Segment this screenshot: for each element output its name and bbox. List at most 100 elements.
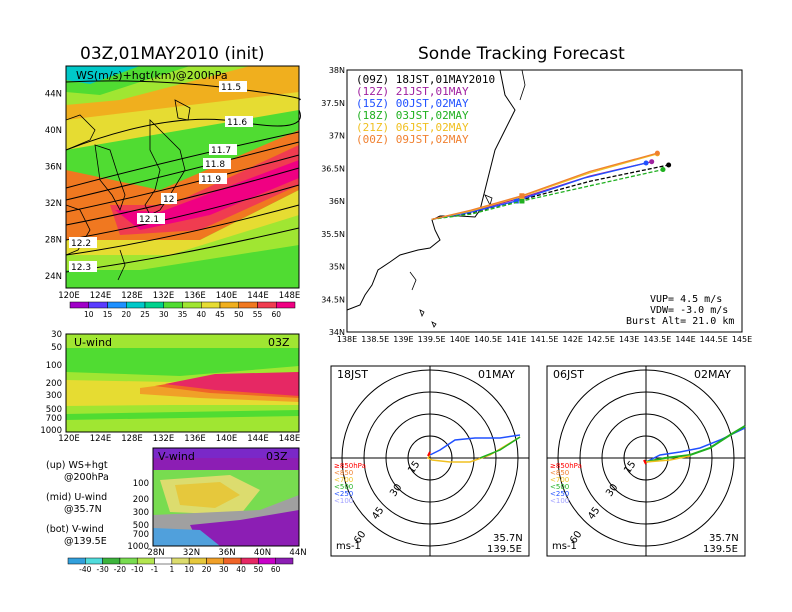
ws-y-tick: 36N [45, 163, 62, 173]
hodo2-date: 02MAY [694, 368, 731, 381]
contour-label: 11.6 [227, 118, 247, 128]
v-colorbar-tick: 20 [202, 565, 212, 574]
v-panel-time: 03Z [266, 450, 288, 463]
note-mid-head: (mid) U-wind [46, 492, 108, 503]
track-burst-marker [513, 198, 519, 204]
track-x-tick: 140.5E [474, 335, 502, 344]
u-x-tick: 136E [184, 434, 206, 444]
right-title: Sonde Tracking Forecast [418, 44, 625, 64]
v-colorbar-segment [223, 557, 242, 565]
track-x-tick: 145E [732, 335, 752, 344]
ws-panel-title: WS(m/s)+hgt(km)@200hPa [76, 69, 228, 82]
ws-colorbar-segment [107, 301, 127, 309]
track-y-tick: 37N [329, 132, 345, 141]
v-x-tick: 40N [254, 548, 271, 558]
v-x-tick: 44N [289, 548, 306, 558]
v-y-tick: 700 [133, 530, 149, 540]
contour-label-bg [69, 261, 97, 272]
v-colorbar-tick: 60 [271, 565, 281, 574]
track-x-tick: 141.5E [531, 335, 559, 344]
v-colorbar-tick: -40 [79, 565, 91, 574]
v-y-tick: 300 [133, 508, 149, 518]
ws-colorbar: 10 15 20 25 30 35 40 45 50 55 60 [69, 301, 296, 319]
v-colorbar-tick: -10 [131, 565, 143, 574]
hodograph-2 [546, 365, 746, 557]
v-colorbar-tick: 1 [169, 565, 174, 574]
contour-label: 11.7 [211, 146, 231, 156]
contour-label-bg [225, 116, 253, 127]
ws-colorbar-segment [163, 301, 183, 309]
track-legend-entry: (00Z) 09JST,02MAY [356, 133, 469, 146]
ws-y-tick: 32N [45, 199, 62, 209]
ws-colorbar-segment [238, 301, 258, 309]
u-wind-section [65, 333, 300, 433]
left-title: 03Z,01MAY2010 (init) [80, 44, 265, 64]
v-colorbar-segment [102, 557, 121, 565]
hodo-legend-entry: <250 [334, 490, 354, 498]
track-legend-entry: (18Z) 03JST,02MAY [356, 109, 469, 122]
v-colorbar-segment [240, 557, 259, 565]
u-x-tick: 148E [279, 434, 301, 444]
track-y-tick: 36N [329, 197, 345, 206]
ws-contour-labels: 11.5 11.6 11.7 11.8 11.9 12 12.1 12.2 12.3 [69, 81, 253, 273]
track-series [431, 150, 672, 220]
ws-colorbar-tick: 40 [196, 310, 206, 319]
track-y-tick: 35N [329, 263, 345, 272]
contour-label-bg [69, 237, 97, 248]
v-colorbar-tick: -20 [114, 565, 126, 574]
hodo-legend-entry: <100 [550, 497, 570, 505]
u-x-ticks: 120E 124E 128E 132E 136E 140E 144E 148E [58, 434, 300, 444]
contour-label-bg [219, 81, 247, 92]
u-x-tick: 140E [216, 434, 238, 444]
note-up-sub: @200hPa [64, 472, 109, 483]
u-x-tick: 144E [247, 434, 269, 444]
track-legend-entry: (21Z) 06JST,02MAY [356, 121, 469, 134]
hodo-legend-entry: <850 [550, 469, 570, 477]
v-panel-title: V-wind [158, 450, 195, 463]
v-colorbar-segment [206, 557, 225, 565]
track-x-tick: 143.5E [643, 335, 671, 344]
track-legend-entry: (15Z) 00JST,02MAY [356, 97, 469, 110]
track-x-tick: 138.5E [361, 335, 389, 344]
ws-x-tick: 144E [247, 291, 269, 301]
track-burst-marker [519, 193, 525, 199]
ws-colorbar-tick: 25 [140, 310, 150, 319]
v-colorbar-tick: -30 [96, 565, 108, 574]
v-colorbar-segment [258, 557, 276, 565]
contour-label-bg [137, 213, 165, 224]
track-x-tick: 138E [337, 335, 357, 344]
v-colorbar-segment [119, 557, 138, 565]
v-colorbar-segment [275, 557, 294, 565]
v-colorbar-segment [85, 557, 103, 565]
hodograph-1 [330, 365, 530, 557]
v-colorbar-tick: -1 [151, 565, 159, 574]
contour-label: 11.9 [201, 175, 221, 185]
ws-y-tick: 24N [45, 272, 62, 282]
u-y-tick: 500 [46, 405, 62, 415]
track-y-tick: 34.5N [321, 295, 345, 304]
hodo-legend-entry: <700 [334, 476, 354, 484]
v-colorbar-tick: 30 [219, 565, 229, 574]
track-x-tick: 139E [393, 335, 413, 344]
track-y-tick: 35.5N [321, 230, 345, 239]
v-colorbar-segment [171, 557, 190, 565]
track-endpoint [654, 150, 660, 156]
hodo1-lon: 139.5E [487, 544, 522, 555]
hodo1-jst: 18JST [337, 368, 368, 381]
ws-colorbar-tick: 45 [215, 310, 225, 319]
hodo2-unit: ms-1 [552, 541, 577, 552]
track-x-tick: 139.5E [418, 335, 446, 344]
ws-x-ticks: 120E 124E 128E 132E 136E 140E 144E 148E [58, 291, 300, 301]
track-y-tick: 37.5N [321, 99, 345, 108]
ws-x-tick: 128E [121, 291, 143, 301]
note-mid-sub: @35.7N [64, 504, 102, 515]
hodo2-jst: 06JST [553, 368, 584, 381]
ws-colorbar-tick: 60 [271, 310, 281, 319]
ws-y-tick: 28N [45, 236, 62, 246]
v-x-tick: 36N [218, 548, 235, 558]
ws-y-ticks: 24N 28N 32N 36N 40N 44N [45, 90, 62, 283]
note-bot-head: (bot) V-wind [46, 524, 104, 535]
ws-y-tick: 44N [45, 90, 62, 100]
v-colorbar-tick: 50 [254, 565, 264, 574]
ws-colorbar-segment [257, 301, 277, 309]
